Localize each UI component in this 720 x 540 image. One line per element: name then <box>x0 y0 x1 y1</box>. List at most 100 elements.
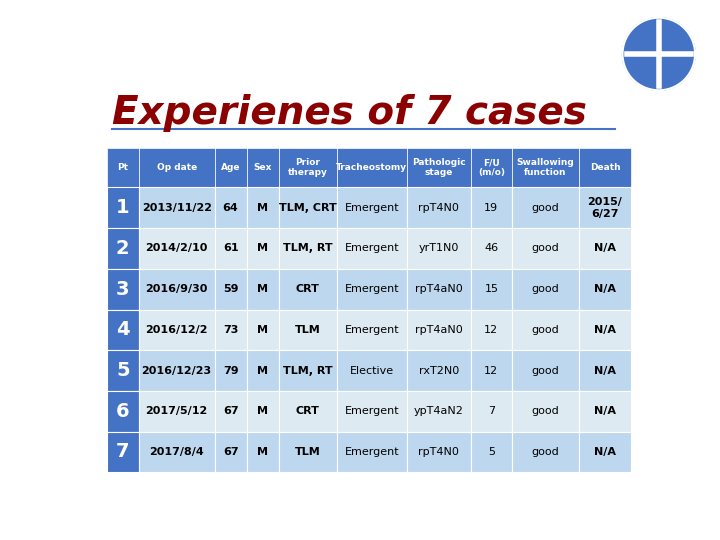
Bar <box>215 431 247 472</box>
Text: 12: 12 <box>485 366 498 375</box>
Text: Swallowing
function: Swallowing function <box>516 158 574 178</box>
Bar <box>512 228 579 269</box>
Text: TLM, CRT: TLM, CRT <box>279 203 337 213</box>
Text: good: good <box>531 284 559 294</box>
Text: M: M <box>257 447 268 457</box>
Bar <box>471 228 512 269</box>
Text: rpT4aN0: rpT4aN0 <box>415 325 463 335</box>
Text: TLM: TLM <box>295 447 320 457</box>
Text: 2: 2 <box>116 239 130 258</box>
Bar <box>579 187 631 228</box>
Text: 7: 7 <box>488 406 495 416</box>
Bar <box>107 269 139 309</box>
Bar <box>337 350 407 391</box>
Bar <box>407 187 471 228</box>
Text: 2013/11/22: 2013/11/22 <box>142 203 212 213</box>
Text: Emergent: Emergent <box>345 284 399 294</box>
Bar <box>247 309 279 350</box>
Bar <box>215 187 247 228</box>
Text: Op date: Op date <box>156 163 197 172</box>
Bar <box>579 269 631 309</box>
Text: 59: 59 <box>222 284 238 294</box>
Bar <box>471 309 512 350</box>
Bar <box>107 350 139 391</box>
Bar <box>579 148 631 187</box>
Bar <box>512 431 579 472</box>
Text: 2016/12/2: 2016/12/2 <box>145 325 208 335</box>
Text: M: M <box>257 203 268 213</box>
Text: rpT4aN0: rpT4aN0 <box>415 284 463 294</box>
Text: Emergent: Emergent <box>345 325 399 335</box>
Polygon shape <box>623 18 695 90</box>
Bar <box>139 228 215 269</box>
Text: N/A: N/A <box>594 284 616 294</box>
Text: 6: 6 <box>116 402 130 421</box>
Bar <box>139 148 215 187</box>
Text: CRT: CRT <box>296 406 320 416</box>
Text: Sex: Sex <box>253 163 272 172</box>
Bar <box>512 350 579 391</box>
Text: Emergent: Emergent <box>345 447 399 457</box>
Text: good: good <box>531 244 559 253</box>
Text: 12: 12 <box>485 325 498 335</box>
Text: M: M <box>257 366 268 375</box>
Text: 7: 7 <box>116 442 130 462</box>
Bar <box>407 269 471 309</box>
Bar <box>579 431 631 472</box>
Text: 2016/12/23: 2016/12/23 <box>142 366 212 375</box>
Bar <box>107 148 139 187</box>
Text: good: good <box>531 406 559 416</box>
Bar <box>512 187 579 228</box>
Bar <box>407 148 471 187</box>
Text: CRT: CRT <box>296 284 320 294</box>
Bar <box>107 228 139 269</box>
Text: 15: 15 <box>485 284 498 294</box>
Bar <box>579 228 631 269</box>
Bar <box>107 391 139 431</box>
Text: 2017/5/12: 2017/5/12 <box>145 406 208 416</box>
Bar <box>407 391 471 431</box>
Text: Pathologic
stage: Pathologic stage <box>412 158 466 178</box>
Bar <box>279 148 337 187</box>
Bar <box>512 269 579 309</box>
Bar <box>215 269 247 309</box>
Bar <box>512 309 579 350</box>
Text: TLM, RT: TLM, RT <box>283 244 333 253</box>
Bar <box>247 350 279 391</box>
Text: 2016/9/30: 2016/9/30 <box>145 284 208 294</box>
Text: 5: 5 <box>488 447 495 457</box>
Bar <box>337 431 407 472</box>
Bar <box>471 391 512 431</box>
Bar <box>139 350 215 391</box>
Text: 5: 5 <box>116 361 130 380</box>
Bar <box>215 148 247 187</box>
Bar <box>279 269 337 309</box>
Text: Tracheostomy: Tracheostomy <box>336 163 408 172</box>
Text: 64: 64 <box>222 203 238 213</box>
Text: yrT1N0: yrT1N0 <box>419 244 459 253</box>
Bar <box>407 350 471 391</box>
Bar <box>247 391 279 431</box>
Bar <box>512 391 579 431</box>
Bar <box>215 228 247 269</box>
Text: 46: 46 <box>485 244 498 253</box>
Bar <box>247 187 279 228</box>
Text: good: good <box>531 447 559 457</box>
Text: 79: 79 <box>222 366 238 375</box>
Bar <box>139 431 215 472</box>
Bar <box>247 431 279 472</box>
Bar <box>579 391 631 431</box>
Bar <box>215 309 247 350</box>
Bar <box>579 309 631 350</box>
Bar <box>139 309 215 350</box>
Bar <box>512 148 579 187</box>
Text: N/A: N/A <box>594 447 616 457</box>
Text: Emergent: Emergent <box>345 203 399 213</box>
Bar <box>337 309 407 350</box>
Text: TLM, RT: TLM, RT <box>283 366 333 375</box>
Text: rxT2N0: rxT2N0 <box>419 366 459 375</box>
Bar <box>107 309 139 350</box>
Bar <box>579 350 631 391</box>
Text: ypT4aN2: ypT4aN2 <box>414 406 464 416</box>
Text: Age: Age <box>221 163 240 172</box>
